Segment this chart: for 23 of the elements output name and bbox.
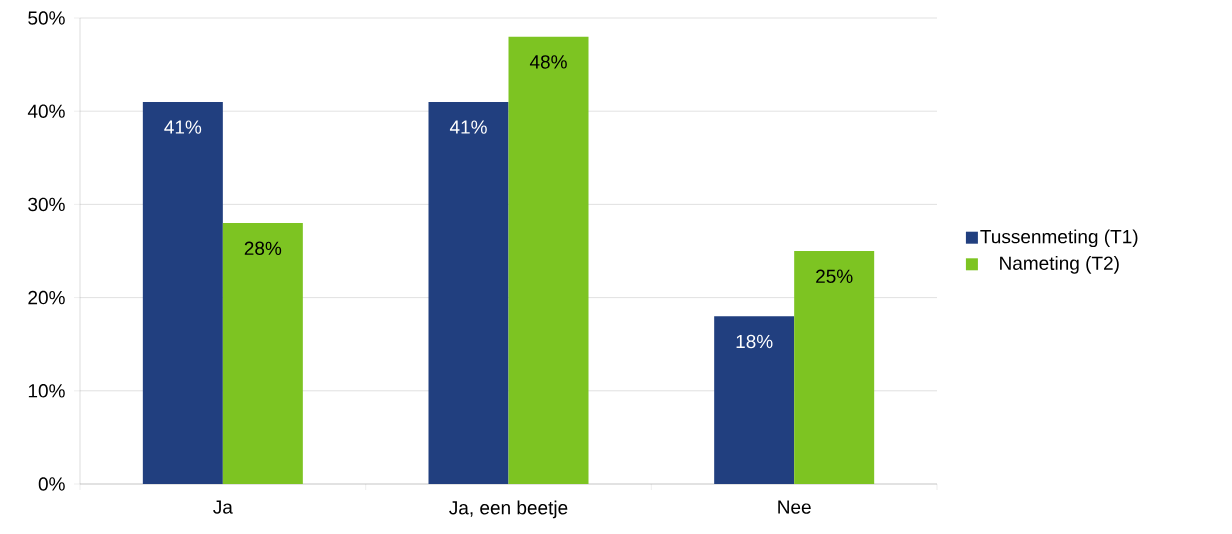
y-tick-label: 30% [28,197,65,212]
bar [142,101,223,484]
y-tick-label: 0% [38,477,65,491]
data-label: 28% [244,241,282,256]
y-tick-label: 50% [28,11,65,25]
bar [222,223,303,484]
data-label: 18% [736,334,773,349]
bar [714,316,795,484]
x-tick-label: Ja [213,500,233,514]
data-label: 48% [529,55,567,69]
bar [794,251,875,484]
data-label: 25% [816,269,853,283]
data-label: 41% [164,120,202,134]
legend-label: Tussenmeting (T1) [980,229,1138,248]
x-tick-label: Ja, een beetje [449,500,568,519]
bar [428,101,509,484]
data-label: 41% [449,120,487,134]
x-tick-label: Nee [778,500,811,514]
y-tick-label: 20% [28,290,65,305]
legend-label: Nameting (T2) [1000,255,1119,274]
y-tick-label: 10% [28,384,65,398]
bar [508,36,589,484]
y-tick-label: 40% [27,104,65,118]
